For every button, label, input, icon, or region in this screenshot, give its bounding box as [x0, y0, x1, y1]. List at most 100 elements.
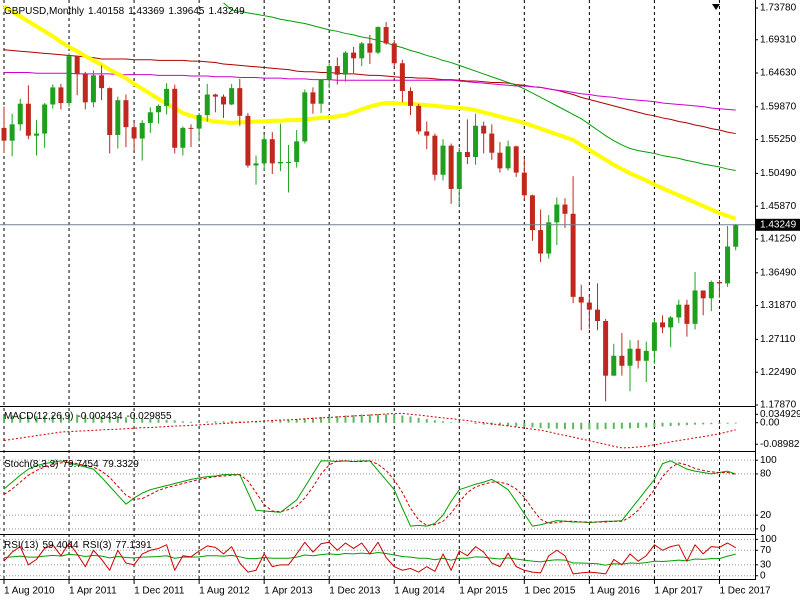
candle-body: [668, 317, 674, 328]
macd-bar: [295, 419, 298, 423]
macd-bar: [629, 422, 632, 429]
macd-bar: [718, 422, 721, 424]
macd-bar: [263, 421, 266, 423]
y-tick-label: 80: [760, 469, 772, 480]
candle-body: [115, 100, 121, 135]
candle-body: [399, 63, 405, 91]
candle-body: [660, 322, 666, 328]
macd-bar: [563, 422, 566, 429]
macd-bar: [133, 417, 136, 423]
macd-bar: [385, 414, 388, 423]
macd-bar: [376, 414, 379, 423]
macd-bar: [425, 419, 428, 423]
macd-bar: [482, 422, 485, 425]
macd-bar: [11, 415, 14, 423]
macd-bar: [59, 414, 62, 423]
candle-body: [725, 246, 731, 284]
candle-body: [58, 87, 64, 104]
candle-body: [391, 43, 397, 64]
macd-bar: [515, 422, 518, 427]
y-tick-label: 100: [760, 534, 777, 545]
macd-bar: [507, 422, 510, 427]
candle-body: [229, 88, 235, 105]
x-tick-label: 1 Aug 2016: [589, 586, 640, 597]
candle-body: [684, 304, 690, 324]
macd-bar: [523, 422, 526, 428]
y-tick-label: 0.00: [760, 417, 780, 428]
macd-bar: [336, 415, 339, 423]
macd-bar: [433, 420, 436, 423]
macd-bar: [198, 421, 201, 423]
candle-body: [286, 161, 292, 163]
macd-bar: [27, 415, 30, 423]
y-tick-label: 1.41250: [760, 234, 797, 245]
macd-bar: [51, 415, 54, 423]
macd-bar: [116, 416, 119, 423]
candle-body: [25, 103, 31, 136]
candle-body: [497, 152, 503, 169]
macd-bar: [669, 422, 672, 427]
indicator-line: [3, 412, 736, 449]
macd-bar: [547, 422, 550, 429]
x-tick-label: 1 Apr 2011: [69, 586, 117, 597]
candle-body: [17, 103, 23, 125]
candle-body: [440, 145, 446, 175]
macd-bar: [458, 422, 461, 423]
y-tick-label: -0.089829: [760, 439, 800, 450]
candle-body: [221, 96, 227, 105]
candle-body: [562, 204, 568, 214]
candle-body: [310, 92, 316, 104]
macd-bar: [401, 415, 404, 423]
candle-body: [432, 135, 438, 175]
candle-body: [212, 94, 218, 97]
macd-bar: [368, 414, 371, 423]
macd-bar: [165, 419, 168, 423]
stoch-signal-value: 79.3329: [103, 459, 140, 470]
x-tick-label: 1 Dec 2013: [329, 586, 381, 597]
y-tick-label: 1.36490: [760, 267, 797, 278]
candle-body: [318, 79, 324, 104]
macd-bar: [531, 422, 534, 428]
macd-bar: [76, 414, 79, 423]
macd-bar: [149, 418, 152, 423]
candle-body: [627, 348, 633, 366]
candle-body: [253, 163, 259, 166]
indicator-line: [4, 71, 736, 111]
y-tick-label: 0.034929: [760, 409, 800, 420]
macd-bar: [311, 417, 314, 423]
candle-body: [155, 105, 161, 113]
macd-bar: [677, 422, 680, 426]
macd-bar: [271, 420, 274, 423]
indicator-line: [223, 2, 736, 171]
candle-body: [570, 213, 576, 297]
macd-bar: [108, 416, 111, 423]
candle-body: [643, 350, 649, 361]
macd-bar: [328, 416, 331, 423]
macd-bar: [84, 415, 87, 423]
candle-body: [66, 56, 72, 104]
candle-body: [651, 322, 657, 351]
candle-body: [464, 152, 470, 157]
candle-body: [733, 224, 739, 247]
indicator-line: [3, 49, 736, 135]
macd-bar: [474, 422, 477, 424]
macd-bar: [189, 421, 192, 423]
y-tick-label: 1.31870: [760, 300, 797, 311]
x-tick-label: 1 Apr 2015: [459, 586, 508, 597]
macd-bar: [604, 422, 607, 430]
candle-body: [196, 115, 202, 129]
candle-body: [123, 100, 129, 128]
macd-bar: [409, 416, 412, 423]
candle-body: [302, 92, 308, 142]
macd-bar: [68, 414, 71, 423]
stoch-header: Stoch(8,3,3) 79.7454 79.3329: [4, 459, 139, 470]
y-tick-label: 20: [760, 510, 772, 521]
macd-title: MACD(12,26,9): [4, 411, 73, 422]
macd-bar: [344, 415, 347, 423]
macd-bar: [620, 422, 623, 429]
x-tick-label: 1 Dec 2015: [524, 586, 576, 597]
macd-bar: [612, 422, 615, 429]
candle-body: [481, 125, 487, 134]
y-tick-label: 70: [760, 545, 772, 556]
